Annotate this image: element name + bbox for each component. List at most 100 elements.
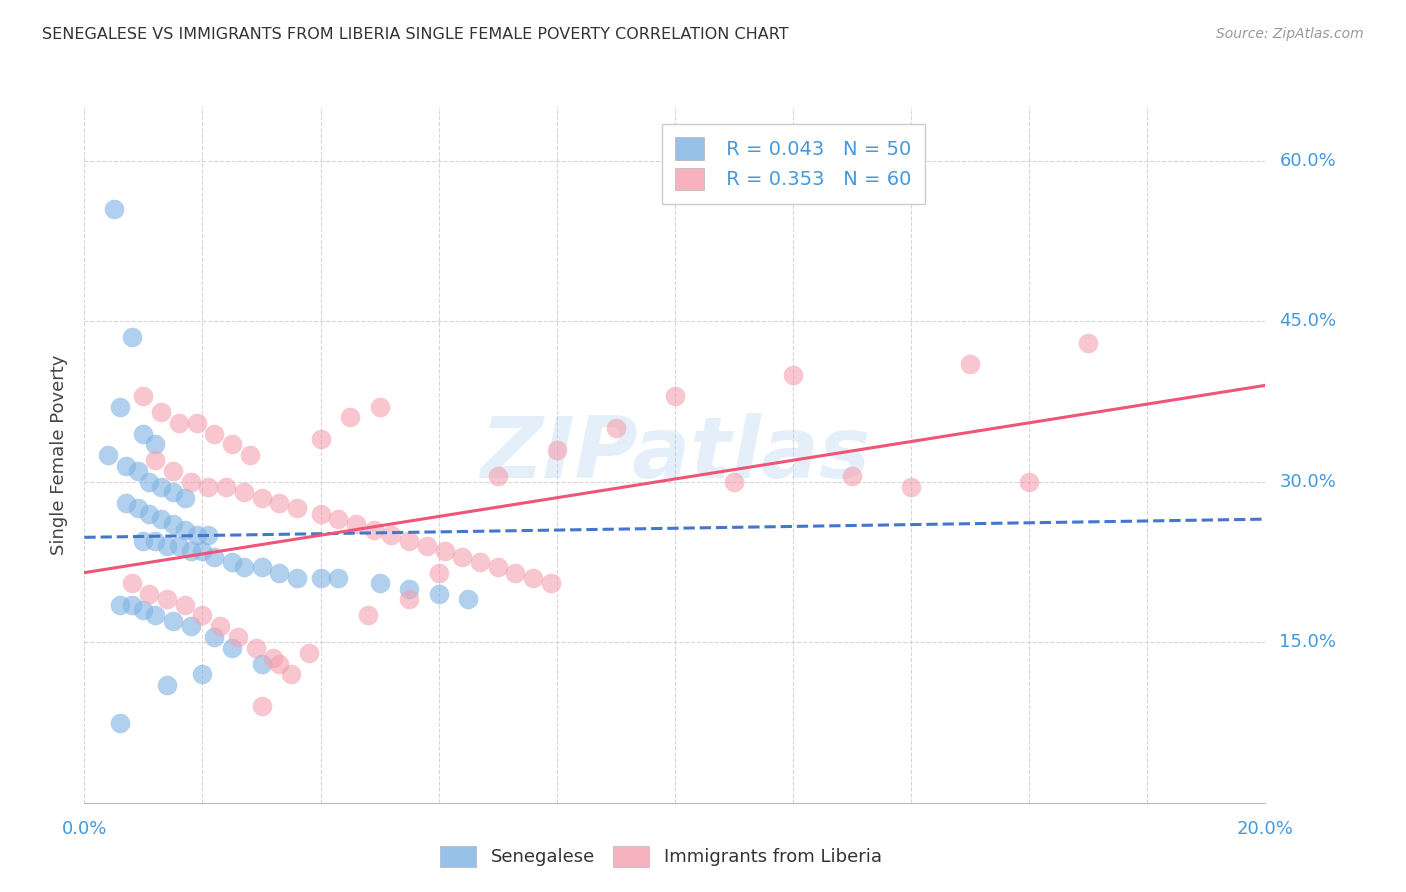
Text: 20.0%: 20.0%: [1237, 821, 1294, 838]
Point: [138, 587, 160, 601]
Point: [97, 448, 120, 462]
Point: [180, 619, 202, 633]
Point: [226, 630, 249, 644]
Point: [546, 442, 568, 457]
Point: [298, 646, 321, 660]
Point: [156, 539, 179, 553]
Point: [250, 657, 273, 671]
Point: [782, 368, 804, 382]
Point: [285, 501, 308, 516]
Text: 45.0%: 45.0%: [1279, 312, 1337, 330]
Point: [363, 523, 385, 537]
Text: SENEGALESE VS IMMIGRANTS FROM LIBERIA SINGLE FEMALE POVERTY CORRELATION CHART: SENEGALESE VS IMMIGRANTS FROM LIBERIA SI…: [42, 27, 789, 42]
Point: [416, 539, 439, 553]
Point: [605, 421, 627, 435]
Point: [427, 587, 450, 601]
Point: [143, 533, 166, 548]
Point: [232, 485, 254, 500]
Point: [245, 640, 267, 655]
Text: ZIPatlas: ZIPatlas: [479, 413, 870, 497]
Text: Source: ZipAtlas.com: Source: ZipAtlas.com: [1216, 27, 1364, 41]
Text: 30.0%: 30.0%: [1279, 473, 1336, 491]
Point: [309, 571, 332, 585]
Point: [451, 549, 474, 564]
Point: [664, 389, 686, 403]
Point: [108, 400, 131, 414]
Point: [328, 512, 350, 526]
Point: [150, 512, 173, 526]
Point: [132, 533, 155, 548]
Point: [1018, 475, 1040, 489]
Point: [191, 608, 214, 623]
Point: [209, 619, 232, 633]
Y-axis label: Single Female Poverty: Single Female Poverty: [51, 355, 69, 555]
Point: [522, 571, 544, 585]
Point: [202, 426, 225, 441]
Point: [162, 517, 184, 532]
Point: [215, 480, 238, 494]
Point: [232, 560, 254, 574]
Point: [250, 560, 273, 574]
Point: [202, 630, 225, 644]
Point: [143, 437, 166, 451]
Point: [167, 416, 190, 430]
Text: 60.0%: 60.0%: [1279, 152, 1336, 169]
Point: [186, 528, 208, 542]
Point: [344, 517, 367, 532]
Point: [221, 555, 243, 569]
Point: [156, 592, 179, 607]
Point: [150, 480, 173, 494]
Point: [357, 608, 380, 623]
Point: [468, 555, 491, 569]
Point: [841, 469, 863, 483]
Point: [162, 614, 184, 628]
Point: [114, 496, 136, 510]
Point: [1077, 335, 1099, 350]
Point: [900, 480, 922, 494]
Point: [269, 496, 291, 510]
Point: [269, 657, 291, 671]
Point: [121, 576, 143, 591]
Point: [121, 330, 143, 344]
Point: [723, 475, 745, 489]
Point: [173, 523, 195, 537]
Point: [398, 582, 420, 596]
Point: [191, 667, 214, 681]
Point: [197, 528, 219, 542]
Point: [285, 571, 308, 585]
Text: 0.0%: 0.0%: [62, 821, 107, 838]
Point: [143, 453, 166, 467]
Point: [486, 469, 509, 483]
Point: [132, 603, 155, 617]
Point: [127, 464, 149, 478]
Point: [540, 576, 562, 591]
Point: [143, 608, 166, 623]
Point: [433, 544, 456, 558]
Point: [180, 544, 202, 558]
Point: [202, 549, 225, 564]
Point: [959, 357, 981, 371]
Point: [398, 592, 420, 607]
Point: [197, 480, 219, 494]
Point: [162, 464, 184, 478]
Legend: Senegalese, Immigrants from Liberia: Senegalese, Immigrants from Liberia: [433, 838, 889, 874]
Point: [368, 400, 391, 414]
Point: [280, 667, 302, 681]
Point: [138, 475, 160, 489]
Point: [191, 544, 214, 558]
Point: [121, 598, 143, 612]
Point: [108, 598, 131, 612]
Point: [173, 491, 195, 505]
Point: [239, 448, 262, 462]
Point: [173, 598, 195, 612]
Text: 15.0%: 15.0%: [1279, 633, 1336, 651]
Point: [138, 507, 160, 521]
Point: [221, 640, 243, 655]
Point: [132, 426, 155, 441]
Point: [309, 507, 332, 521]
Point: [162, 485, 184, 500]
Point: [486, 560, 509, 574]
Point: [103, 202, 125, 216]
Point: [221, 437, 243, 451]
Point: [250, 699, 273, 714]
